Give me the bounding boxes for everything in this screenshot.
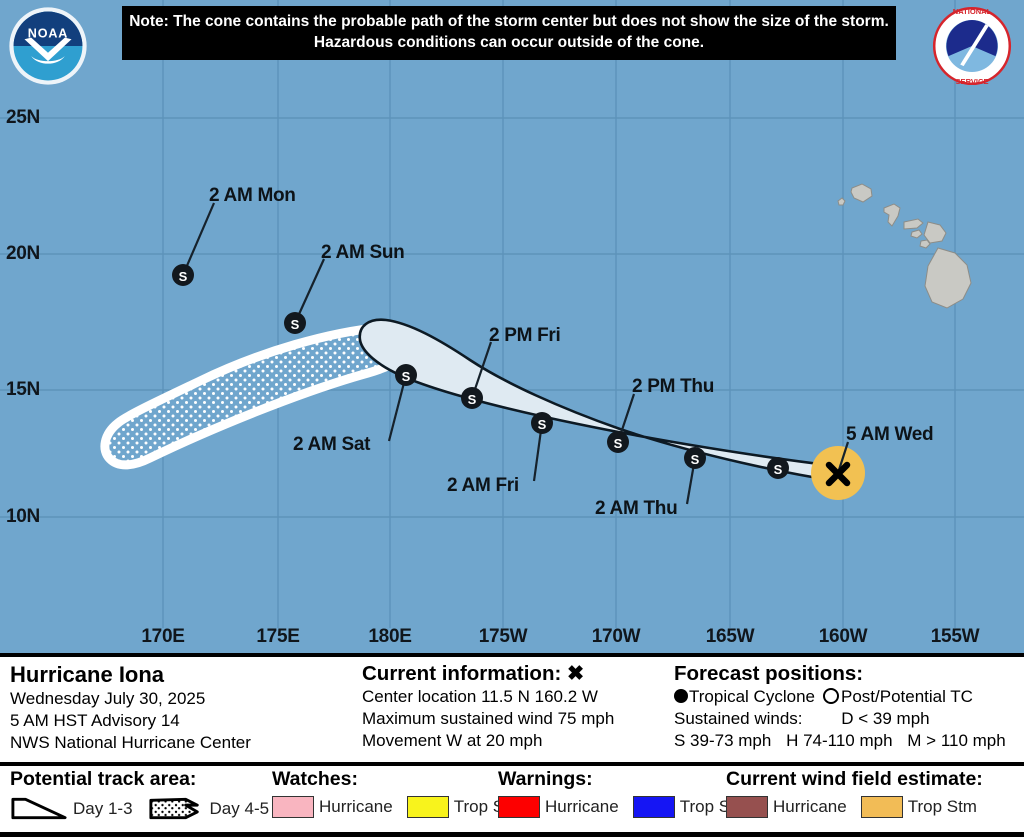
wind-field-hurricane: Hurricane (726, 796, 847, 819)
svg-text:S: S (291, 317, 300, 332)
track-label-2-am-sun: 2 AM Sun (321, 242, 405, 263)
lon-label-175w: 175W (478, 626, 528, 647)
current-information-title-text: Current information: (362, 662, 562, 685)
svg-text:S: S (691, 452, 700, 467)
forecast-positions-block: Forecast positions: Tropical Cyclone Post… (664, 657, 1024, 762)
storm-name: Hurricane Iona (10, 662, 165, 687)
category-m: M > 110 mph (907, 731, 1006, 751)
legend-warnings: Warnings: Hurricane Trop Stm (498, 766, 763, 832)
lon-label-175e: 175E (256, 626, 300, 647)
cone-day-1-3-icon (11, 798, 67, 820)
map-canvas: S S S S S S S S (0, 0, 1024, 628)
track-label-2-am-sat: 2 AM Sat (293, 434, 371, 455)
post-potential-tc-dot-icon (822, 688, 839, 705)
lat-label-15n: 15N (6, 379, 40, 400)
storm-agency: NWS National Hurricane Center (10, 733, 251, 753)
lon-label-165w: 165W (705, 626, 755, 647)
category-d: D < 39 mph (841, 709, 930, 729)
graticule (0, 0, 1024, 628)
sustained-winds-row: Sustained winds: D < 39 mph (674, 708, 1024, 730)
lat-label-25n: 25N (6, 107, 40, 128)
forecast-positions-title: Forecast positions: (674, 662, 864, 685)
noaa-logo: NOAA (9, 7, 87, 85)
track-label-2-am-thu: 2 AM Thu (595, 498, 678, 519)
info-panel: Hurricane Iona Wednesday July 30, 2025 5… (0, 653, 1024, 766)
cone-disclaimer-note: Note: The cone contains the probable pat… (122, 6, 896, 60)
maximum-sustained-wind: Maximum sustained wind 75 mph (362, 709, 615, 729)
svg-text:SERVICE: SERVICE (956, 77, 989, 86)
legend-potential-track-area: Potential track area: Day 1-3 Day 4 (10, 766, 283, 832)
lat-label-20n: 20N (6, 243, 40, 264)
watch-hurricane: Hurricane (272, 796, 393, 819)
current-position-x-marker (825, 461, 851, 487)
warning-hurricane-swatch (498, 796, 540, 819)
track-label-2-pm-fri: 2 PM Fri (489, 325, 561, 346)
legend-current-wind-field: Current wind field estimate: Hurricane T… (726, 766, 991, 832)
category-s: S 39-73 mph (674, 731, 772, 751)
watch-trop-stm-swatch (406, 796, 449, 819)
wind-field-trop-stm-label: Trop Stm (907, 797, 977, 817)
wind-field-trop-stm-swatch (860, 796, 903, 819)
storm-identity-block: Hurricane Iona Wednesday July 30, 2025 5… (0, 657, 352, 762)
category-h: H 74-110 mph (786, 731, 893, 751)
track-label-2-pm-thu: 2 PM Thu (632, 376, 715, 397)
wind-field-trop-stm: Trop Stm (860, 796, 977, 819)
warnings-title: Warnings: (498, 768, 593, 790)
svg-text:NOAA: NOAA (28, 27, 68, 41)
lat-label-10n: 10N (6, 506, 40, 527)
lon-label-160w: 160W (818, 626, 868, 647)
legend-day-1-3: Day 1-3 (10, 796, 133, 822)
cone-day-4-5-icon (148, 798, 199, 820)
svg-text:S: S (614, 436, 623, 451)
track-label-2-am-mon: 2 AM Mon (209, 185, 296, 206)
tropical-cyclone-dot-icon (674, 689, 688, 704)
watch-hurricane-swatch (272, 796, 314, 819)
wind-category-row: S 39-73 mph H 74-110 mph M > 110 mph (674, 730, 1024, 752)
svg-text:NATIONAL: NATIONAL (953, 7, 992, 16)
track-label-2-am-fri: 2 AM Fri (447, 475, 519, 496)
wind-field-title: Current wind field estimate: (726, 768, 983, 790)
svg-text:S: S (774, 462, 783, 477)
svg-text:S: S (402, 369, 411, 384)
forecast-symbol-key: Tropical Cyclone Post/Potential TC (674, 686, 1024, 708)
svg-text:S: S (538, 417, 547, 432)
current-information-block: Current information: ✖ Center location 1… (352, 657, 664, 762)
forecast-markers: S S S S S S S S (172, 264, 789, 479)
legend-bar: Potential track area: Day 1-3 Day 4 (0, 766, 1024, 837)
x-marker-icon: ✖ (567, 662, 585, 685)
sustained-winds-label: Sustained winds: (674, 709, 803, 729)
storm-advisory: 5 AM HST Advisory 14 (10, 711, 180, 731)
svg-text:S: S (468, 392, 477, 407)
wind-field-hurricane-label: Hurricane (773, 797, 847, 817)
warning-hurricane-label: Hurricane (545, 797, 619, 817)
legend-day-4-5: Day 4-5 (147, 796, 270, 822)
cone-day-1-3 (358, 318, 838, 483)
hawaiian-islands (837, 183, 972, 309)
tropical-cyclone-label: Tropical Cyclone (689, 687, 815, 707)
warning-hurricane: Hurricane (498, 796, 619, 819)
center-location: Center location 11.5 N 160.2 W (362, 687, 598, 707)
track-label-5-am-wed: 5 AM Wed (846, 424, 934, 445)
svg-text:S: S (179, 269, 188, 284)
potential-track-title: Potential track area: (10, 768, 197, 790)
watches-title: Watches: (272, 768, 358, 790)
watch-hurricane-label: Hurricane (319, 797, 393, 817)
legend-day-1-3-label: Day 1-3 (73, 799, 133, 819)
cone-day-4-5 (100, 322, 405, 470)
lon-label-170e: 170E (141, 626, 185, 647)
movement: Movement W at 20 mph (362, 731, 543, 751)
lon-label-180e: 180E (368, 626, 412, 647)
warning-trop-stm-swatch (632, 796, 675, 819)
post-potential-tc-label: Post/Potential TC (840, 687, 973, 707)
forecast-map[interactable]: S S S S S S S S NOAA (0, 0, 1024, 653)
storm-date: Wednesday July 30, 2025 (10, 688, 206, 708)
nws-logo: NATIONAL SERVICE (932, 6, 1012, 86)
lon-label-155w: 155W (930, 626, 980, 647)
legend-day-4-5-label: Day 4-5 (209, 799, 270, 819)
current-information-title: Current information: ✖ (362, 662, 664, 686)
wind-field-hurricane-swatch (726, 796, 768, 819)
lon-label-170w: 170W (591, 626, 641, 647)
